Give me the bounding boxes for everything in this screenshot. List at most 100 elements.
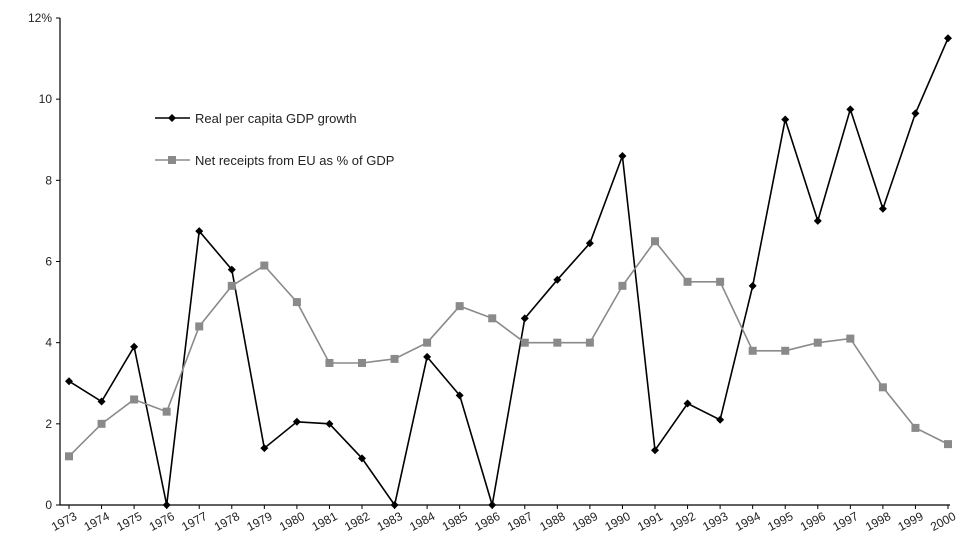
y-tick-label: 6 <box>45 255 52 269</box>
x-tick-label: 1986 <box>472 509 502 534</box>
data-point <box>358 358 366 367</box>
data-point <box>781 115 790 124</box>
data-point <box>585 338 594 347</box>
y-tick-label: 8 <box>45 173 52 187</box>
data-point <box>716 415 725 424</box>
x-tick-label: 1978 <box>212 509 242 534</box>
data-point <box>162 407 171 416</box>
x-tick-label: 2000 <box>928 509 957 534</box>
data-point <box>65 452 73 461</box>
legend-marker <box>168 156 176 164</box>
data-point <box>488 314 497 323</box>
x-tick-label: 1997 <box>830 509 860 534</box>
x-tick-label: 1998 <box>863 509 893 534</box>
x-tick-label: 1980 <box>277 509 307 534</box>
y-tick-label: 0 <box>45 498 52 512</box>
x-tick-label: 1985 <box>440 509 470 534</box>
data-point <box>325 419 334 428</box>
series-line-0 <box>68 37 949 507</box>
x-tick-label: 1987 <box>505 509 535 534</box>
data-point <box>195 322 204 331</box>
x-tick-label: 1977 <box>179 509 209 534</box>
x-tick-label: 1974 <box>82 509 112 534</box>
data-point <box>195 227 204 236</box>
data-point <box>683 277 692 286</box>
data-point <box>455 391 464 400</box>
data-point <box>748 346 757 355</box>
data-point <box>97 397 106 406</box>
data-point <box>813 338 822 347</box>
data-point <box>130 342 139 351</box>
data-point <box>651 237 659 246</box>
legend: Real per capita GDP growth Net receipts f… <box>155 111 394 168</box>
data-point <box>683 399 692 408</box>
x-tick-label: 1990 <box>602 509 632 534</box>
data-point <box>423 352 432 361</box>
data-point <box>911 109 920 118</box>
data-point <box>944 440 952 449</box>
data-point <box>520 338 529 347</box>
data-point <box>651 446 659 455</box>
data-point <box>553 275 562 284</box>
y-tick-label: 2 <box>45 417 52 431</box>
x-tick-label: 1993 <box>700 509 730 534</box>
data-point <box>618 281 627 290</box>
x-tick-label: 1994 <box>733 509 763 534</box>
x-tick-label: 1992 <box>668 509 698 534</box>
x-tick-label: 1989 <box>570 509 600 534</box>
data-point <box>260 444 269 453</box>
data-point <box>488 501 497 509</box>
data-point <box>292 417 301 426</box>
data-point <box>292 298 301 307</box>
data-point <box>455 302 464 311</box>
data-point <box>97 419 106 428</box>
data-point <box>130 395 139 404</box>
data-point <box>520 314 529 323</box>
data-point <box>813 216 822 225</box>
x-tick-label: 1983 <box>375 509 405 534</box>
series-layer <box>65 34 952 509</box>
x-tick-label: 1982 <box>342 509 372 534</box>
data-point <box>162 501 171 509</box>
series-line-1 <box>68 239 949 457</box>
data-point <box>358 454 366 463</box>
data-point <box>944 34 952 43</box>
data-point <box>390 354 399 363</box>
data-point <box>781 346 790 355</box>
data-point <box>618 151 627 160</box>
y-tick-label: 10 <box>39 92 53 106</box>
data-point <box>227 265 236 274</box>
data-point <box>585 239 594 248</box>
x-tick-label: 1991 <box>635 509 665 534</box>
data-point <box>846 334 855 343</box>
data-point <box>878 204 887 213</box>
x-tick-label: 1973 <box>49 509 79 534</box>
data-point <box>65 377 73 386</box>
x-tick-label: 1999 <box>895 509 925 534</box>
y-tick-label: 4 <box>45 336 52 350</box>
data-point <box>423 338 432 347</box>
data-point <box>716 277 725 286</box>
x-tick-label: 1984 <box>407 509 437 534</box>
y-tick-label: 12% <box>28 11 52 25</box>
data-point <box>390 501 399 509</box>
x-tick-label: 1995 <box>765 509 795 534</box>
data-point <box>748 281 757 290</box>
data-point <box>325 358 334 367</box>
x-tick-label: 1979 <box>244 509 274 534</box>
data-point <box>260 261 269 270</box>
x-tick-label: 1988 <box>537 509 567 534</box>
x-tick-label: 1981 <box>309 509 339 534</box>
data-point <box>911 423 920 432</box>
legend-marker <box>168 114 176 122</box>
x-tick-label: 1976 <box>147 509 177 534</box>
data-point <box>227 281 236 290</box>
data-point <box>553 338 562 347</box>
x-tick-label: 1996 <box>798 509 828 534</box>
data-point <box>878 383 887 392</box>
data-point <box>846 105 855 114</box>
legend-label: Net receipts from EU as % of GDP <box>195 153 394 168</box>
x-tick-label: 1975 <box>114 509 144 534</box>
